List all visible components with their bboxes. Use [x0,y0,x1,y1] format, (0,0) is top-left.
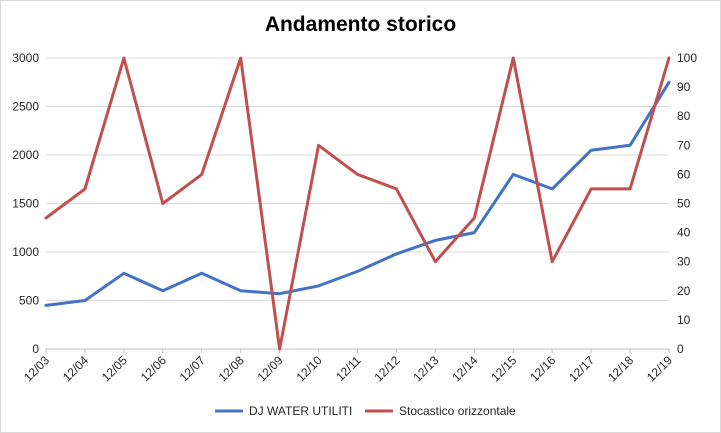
series-line-dj-water-utiliti [44,80,671,307]
y-right-tick-label: 100 [677,51,697,65]
y-left-tick-label: 1500 [12,197,39,211]
x-tick-label: 12/16 [527,353,558,384]
y-left-tick-label: 2000 [12,148,39,162]
y-right-tick-label: 30 [677,255,691,269]
x-tick-label: 12/13 [410,353,441,384]
x-tick-label: 12/07 [177,353,208,384]
y-right-tick-label: 60 [677,167,691,181]
y-right-tick-label: 50 [677,197,691,211]
chart-title: Andamento storico [264,13,457,36]
y-left-tick-label: 3000 [12,51,39,65]
y-left-tick-label: 2500 [12,100,39,114]
x-tick-label: 12/19 [644,353,675,384]
x-tick-label: 12/03 [21,353,52,384]
x-tick-label: 12/04 [60,353,91,384]
x-tick-label: 12/11 [333,353,364,384]
y-right-tick-label: 80 [677,109,691,123]
y-right-tick-label: 90 [677,80,691,94]
y-right-tick-label: 70 [677,138,691,152]
x-tick-label: 12/17 [566,353,597,384]
y-left-tick-label: 0 [32,342,39,356]
y-right-tick-label: 0 [677,342,684,356]
series-line-stocastico-orizzontale [44,56,671,351]
x-tick-label: 12/08 [216,353,247,384]
x-tick-label: 12/06 [138,353,169,384]
x-tick-label: 12/15 [488,353,519,384]
x-tick-label: 12/18 [605,353,636,384]
x-tick-label: 12/14 [449,353,480,384]
x-tick-label: 12/10 [294,353,325,384]
x-tick-label: 12/05 [99,353,130,384]
x-tick-label: 12/09 [255,353,286,384]
y-right-tick-label: 10 [677,313,691,327]
legend-label: Stocastico orizzontale [399,404,516,418]
y-left-tick-label: 500 [19,294,39,308]
y-right-tick-label: 20 [677,284,691,298]
y-right-tick-label: 40 [677,226,691,240]
x-tick-label: 12/12 [371,353,402,384]
y-left-tick-label: 1000 [12,245,39,259]
legend-label: DJ WATER UTILITI [249,404,352,418]
